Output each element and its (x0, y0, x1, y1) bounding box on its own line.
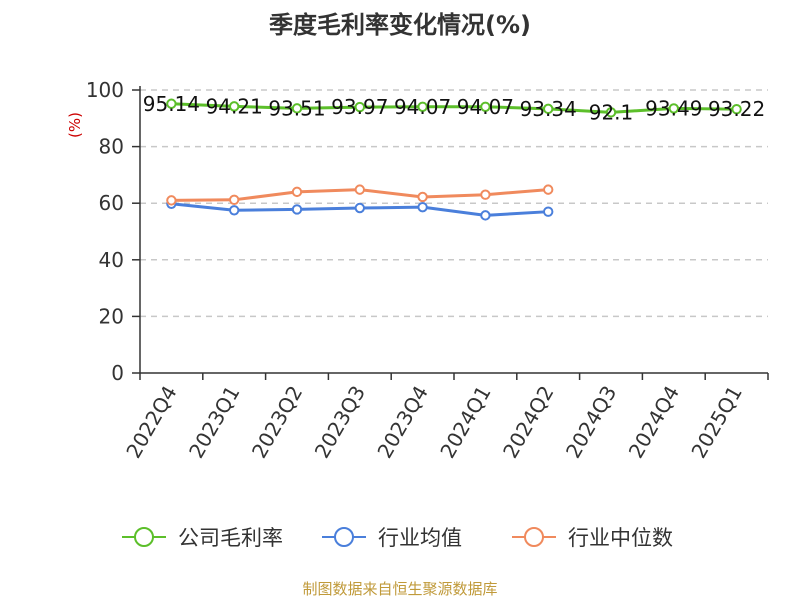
data-point (668, 103, 679, 114)
y-tick-label: 20 (99, 304, 124, 328)
legend-label[interactable]: 公司毛利率 (178, 526, 283, 550)
data-label: 94.07 (394, 95, 451, 119)
data-label: 93.22 (708, 97, 765, 121)
data-label: 92.1 (589, 100, 634, 124)
data-point (291, 204, 303, 215)
data-point (166, 98, 177, 109)
data-point (354, 101, 365, 113)
data-point (229, 101, 240, 112)
data-point (417, 201, 428, 213)
x-tick-label: 2024Q4 (624, 382, 684, 463)
data-point (229, 194, 240, 206)
chart-title: 季度毛利率变化情况(%) (269, 11, 531, 39)
data-point (229, 205, 240, 216)
x-tick-label: 2023Q4 (372, 382, 432, 463)
y-tick-label: 80 (99, 135, 124, 159)
source-note: 制图数据来自恒生聚源数据库 (302, 580, 497, 598)
x-tick-label: 2024Q2 (498, 382, 558, 463)
data-point (354, 202, 365, 214)
data-point (166, 195, 177, 206)
data-label: 94.07 (457, 95, 514, 119)
data-label: 93.49 (645, 96, 702, 120)
legend-marker-icon (334, 527, 354, 547)
y-tick-label: 0 (111, 361, 124, 385)
x-tick-label: 2024Q1 (435, 382, 495, 463)
x-tick-label: 2022Q4 (121, 382, 181, 463)
data-point (417, 191, 428, 203)
legend-marker-icon (524, 527, 544, 547)
data-label: 93.34 (520, 97, 577, 121)
legend-label[interactable]: 行业中位数 (568, 526, 673, 550)
data-label: 95.14 (143, 92, 200, 116)
x-tick-label: 2023Q1 (184, 382, 244, 463)
y-tick-label: 60 (99, 191, 124, 215)
grid-layer (140, 89, 768, 318)
data-point (480, 101, 491, 112)
y-tick-label: 100 (86, 78, 124, 102)
x-tick-label: 2025Q1 (686, 382, 746, 463)
series-layer (166, 98, 742, 221)
data-point (417, 101, 428, 112)
data-label: 93.97 (331, 95, 388, 119)
data-point (605, 107, 617, 118)
axis-layer: 0 20 40 60 80 100 2022Q4 2023Q1 2023Q2 2023Q3 2023… (86, 78, 769, 463)
data-point (731, 103, 742, 115)
data-point (291, 103, 303, 114)
data-point (480, 210, 491, 221)
data-label: 93.51 (268, 96, 325, 120)
series-line (171, 102, 737, 114)
legend-label[interactable]: 行业均值 (378, 526, 462, 550)
data-point (543, 206, 554, 217)
data-point (291, 186, 303, 198)
data-point (543, 184, 554, 195)
y-axis-unit-label: (%) (66, 112, 84, 138)
data-point (354, 184, 365, 195)
x-tick-label: 2023Q2 (247, 382, 307, 463)
data-point (480, 189, 491, 200)
data-label-layer: 95.14 94.21 93.51 93.97 94.07 94.07 93.34 92.1 9… (143, 92, 765, 125)
data-label: 94.21 (206, 94, 263, 118)
legend-marker-icon (134, 527, 154, 547)
legend[interactable]: 公司毛利率 行业均值 行业中位数 (122, 526, 673, 550)
y-tick-label: 40 (99, 248, 124, 272)
x-tick-label: 2023Q3 (310, 382, 370, 463)
x-tick-label: 2024Q3 (561, 382, 621, 463)
data-point (543, 103, 554, 115)
